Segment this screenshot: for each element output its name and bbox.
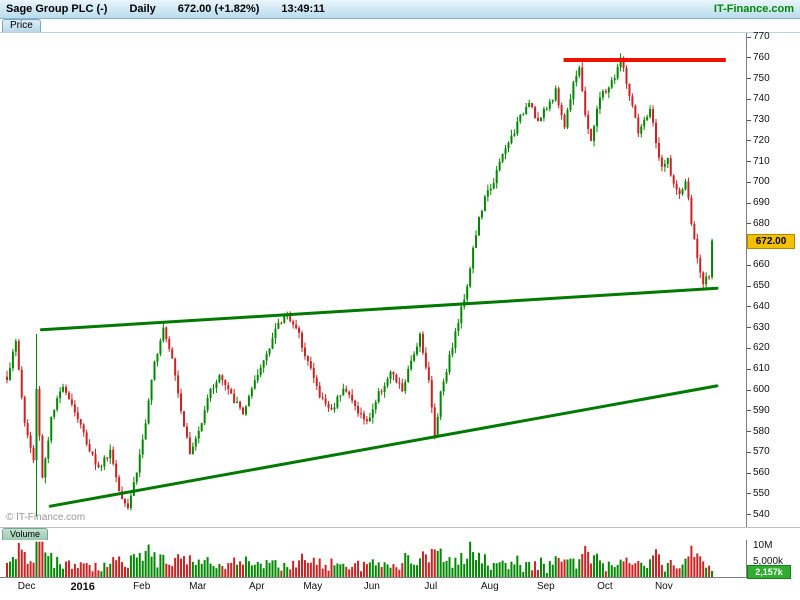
time-axis-label: Aug xyxy=(480,581,499,592)
price-tick-label: 650 xyxy=(753,280,770,292)
price-tick-mark xyxy=(747,119,751,121)
time-axis-label: May xyxy=(303,581,323,592)
price-tick-mark xyxy=(747,78,751,80)
time-axis-label: Feb xyxy=(133,581,151,592)
price-tick-mark xyxy=(747,202,751,204)
time-axis-label: 2016 xyxy=(70,581,95,593)
price-tick-mark xyxy=(747,57,751,59)
price-tick-label: 750 xyxy=(753,72,770,84)
volume-tick-label: 10M xyxy=(753,539,773,551)
price-tick-label: 720 xyxy=(753,134,770,146)
candlestick-plot xyxy=(6,53,726,517)
price-tick-label: 600 xyxy=(753,384,770,395)
time-axis-label: Oct xyxy=(597,581,613,592)
price-tick-mark xyxy=(747,514,751,516)
last-quote: 672.00 (+1.82%) xyxy=(177,3,260,15)
price-tick-label: 580 xyxy=(753,425,770,437)
price-tick-mark xyxy=(747,431,751,433)
brand-logo: IT-Finance.com xyxy=(713,3,794,15)
price-tick-label: 680 xyxy=(753,217,770,229)
price-tick-mark xyxy=(747,347,751,349)
price-tick-mark xyxy=(747,493,751,495)
price-tick-mark xyxy=(747,306,751,308)
tab-price[interactable]: Price xyxy=(2,19,41,32)
price-tick-mark xyxy=(747,327,751,329)
time-axis-label: Apr xyxy=(248,581,265,592)
price-tick-label: 710 xyxy=(753,155,770,167)
price-tick-label: 690 xyxy=(753,197,770,209)
price-tick-label: 700 xyxy=(753,176,770,188)
price-tick-label: 630 xyxy=(753,321,770,333)
price-tick-label: 590 xyxy=(753,404,770,416)
price-tick-mark xyxy=(747,410,751,412)
instrument-name: Sage Group PLC (-) xyxy=(6,3,108,15)
volume-tab-row: Volume xyxy=(0,527,800,540)
time-axis-label: Sep xyxy=(536,581,555,592)
price-tick-mark xyxy=(747,98,751,100)
watermark: © IT-Finance.com xyxy=(6,512,86,523)
price-tick-label: 540 xyxy=(753,508,770,520)
price-chart[interactable]: © IT-Finance.com xyxy=(0,33,746,527)
price-tick-mark xyxy=(747,140,751,142)
price-tab-row: Price xyxy=(0,19,800,33)
title-bar: Sage Group PLC (-) Daily 672.00 (+1.82%)… xyxy=(0,0,800,19)
current-volume-badge: 2,157k xyxy=(747,564,791,579)
price-tick-mark xyxy=(747,368,751,370)
price-tick-label: 570 xyxy=(753,446,770,458)
price-tick-label: 760 xyxy=(753,51,770,63)
price-tick-label: 740 xyxy=(753,93,770,105)
volume-axis: 10M 5,000k xyxy=(746,540,800,578)
price-tick-label: 660 xyxy=(753,259,770,271)
volume-chart[interactable] xyxy=(0,540,746,578)
time-axis-label: Jul xyxy=(424,581,438,592)
price-tick-mark xyxy=(747,36,751,38)
price-tick-label: 730 xyxy=(753,114,770,126)
time-axis-label: Jun xyxy=(363,581,380,592)
price-tick-label: 640 xyxy=(753,300,770,312)
price-tick-mark xyxy=(747,264,751,266)
price-tick-label: 770 xyxy=(753,31,770,43)
time-axis-label: Mar xyxy=(189,581,207,592)
price-tick-mark xyxy=(747,181,751,183)
price-tick-mark xyxy=(747,161,751,163)
tab-volume[interactable]: Volume xyxy=(2,528,49,540)
price-tick-mark xyxy=(747,285,751,287)
quote-time: 13:49:11 xyxy=(281,3,325,15)
price-tick-label: 610 xyxy=(753,363,770,375)
volume-tick-label: 5,000k xyxy=(753,556,784,568)
time-axis: Dec 2016 Feb Mar Apr May Jun Jul Aug Sep Oct Nov xyxy=(0,578,800,596)
price-axis: 7707607507407307207107006906806706606506… xyxy=(746,31,800,527)
volume-bars-plot xyxy=(6,541,714,577)
timeframe-label: Daily xyxy=(129,3,156,15)
price-tick-label: 550 xyxy=(753,487,770,499)
price-tick-mark xyxy=(747,472,751,474)
price-tick-mark xyxy=(747,223,751,225)
last-price-badge: 672.00 xyxy=(747,233,795,249)
price-tick-mark xyxy=(747,451,751,453)
time-axis-label: Nov xyxy=(654,581,673,592)
price-tick-label: 560 xyxy=(753,467,770,479)
price-tick-label: 620 xyxy=(753,342,770,354)
price-tick-mark xyxy=(747,389,751,391)
time-axis-label: Dec xyxy=(17,581,36,592)
